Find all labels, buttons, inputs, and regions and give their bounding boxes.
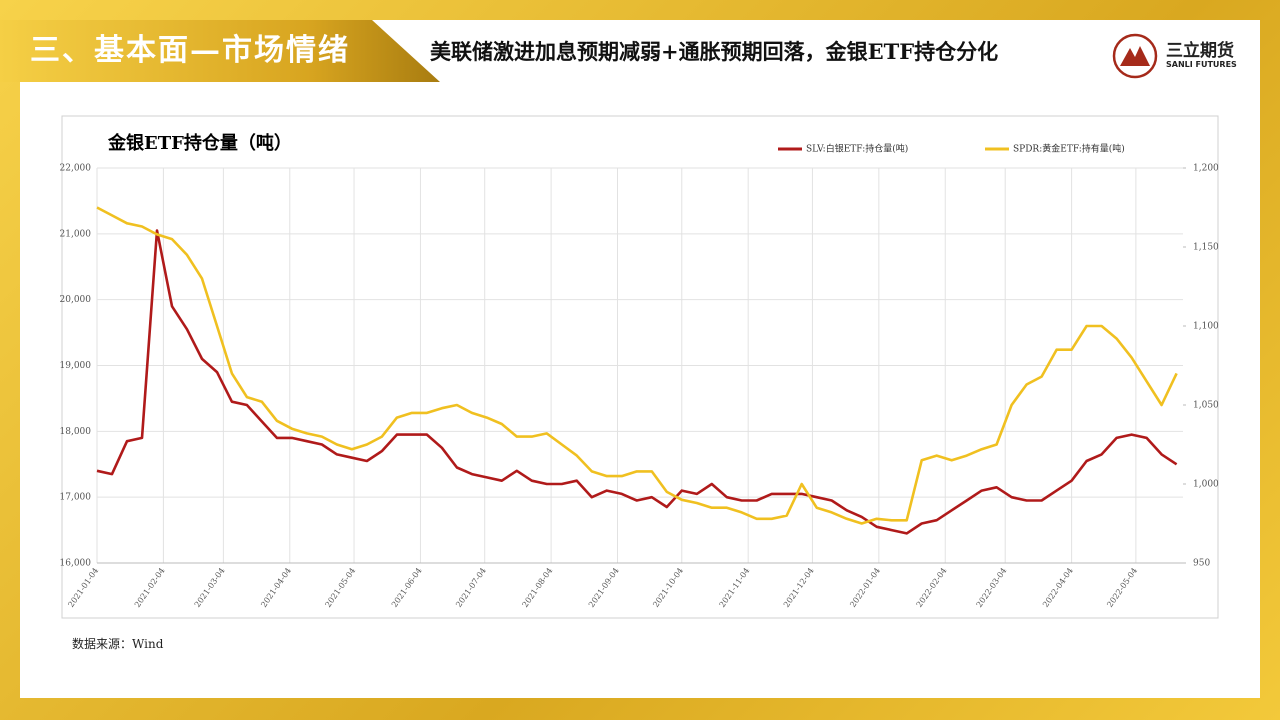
legend-label: SPDR:黄金ETF:持有量(吨) <box>1013 143 1125 155</box>
y2-tick-label: 1,150 <box>1193 243 1219 253</box>
logo-subtext: SANLI FUTURES <box>1166 60 1237 69</box>
chart-frame <box>61 115 1219 619</box>
y-tick-label: 22,000 <box>60 164 92 174</box>
logo-text: 三立期货 <box>1166 41 1234 61</box>
y2-tick-label: 1,050 <box>1193 401 1219 411</box>
slide-title: 美联储激进加息预期减弱+通胀预期回落，金银ETF持仓分化 <box>430 39 999 64</box>
chart-title: 金银ETF持仓量（吨） <box>107 132 292 154</box>
y-tick-label: 17,000 <box>60 493 92 503</box>
y2-tick-label: 1,200 <box>1193 164 1219 174</box>
chart: 金银ETF持仓量（吨） 16,000 17,000 18,000 19,000 20,0… <box>60 115 1219 619</box>
source-note: 数据来源：Wind <box>72 637 164 651</box>
y-tick-label: 20,000 <box>60 295 92 305</box>
y-tick-label: 18,000 <box>60 427 92 437</box>
line-series <box>96 229 1178 535</box>
y-tick-label: 16,000 <box>60 559 92 569</box>
y-tick-label: 19,000 <box>60 361 92 371</box>
y-tick-label: 21,000 <box>60 229 92 239</box>
y2-tick-label: 1,000 <box>1193 480 1219 490</box>
logo-icon <box>1112 33 1158 79</box>
line-series <box>96 206 1178 525</box>
y2-tick-label: 1,100 <box>1193 322 1219 332</box>
legend-label: SLV:白银ETF:持仓量(吨) <box>806 143 908 155</box>
section-heading: 三、基本面—市场情绪 <box>0 20 440 82</box>
y2-tick-label: 950 <box>1193 559 1210 569</box>
